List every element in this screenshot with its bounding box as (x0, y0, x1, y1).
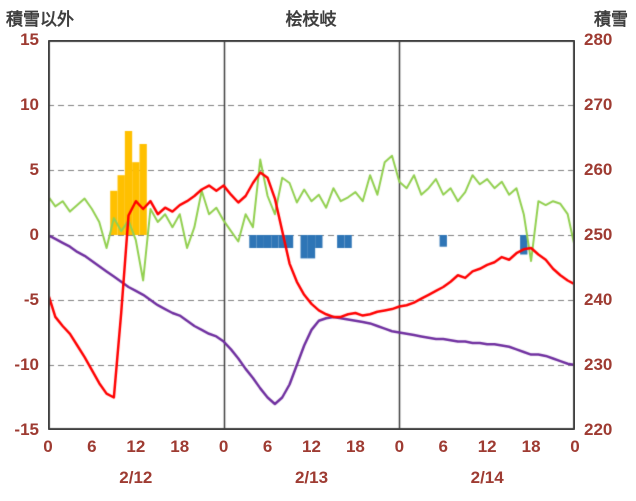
plot-canvas (48, 40, 575, 430)
x-axis-tick-label: 18 (170, 437, 190, 456)
x-axis-tick-label: 0 (218, 437, 229, 456)
x-axis-tick-label: 0 (43, 437, 53, 456)
left-axis-tick-label: 10 (20, 95, 39, 114)
x-axis-tick-label: 18 (345, 437, 365, 456)
x-axis-tick-label: 18 (521, 437, 541, 456)
right-axis-tick-label: 270 (584, 95, 613, 114)
left-axis-tick-label: -5 (23, 290, 39, 309)
right-axis-tick-label: 230 (584, 355, 613, 374)
right-axis-tick-label: 250 (584, 225, 613, 244)
right-axis-tick-label: 260 (584, 160, 613, 179)
right-axis-tick-label: 220 (584, 420, 613, 439)
x-axis-tick-label: 0 (394, 437, 405, 456)
left-axis-tick-label: -15 (14, 420, 39, 439)
right-axis-title: 積雪 (594, 10, 628, 29)
x-axis-tick-label: 6 (438, 437, 448, 456)
x-axis-date-label: 2/12 (119, 468, 153, 487)
right-axis-tick-label: 240 (584, 290, 613, 309)
left-axis-tick-label: 15 (20, 30, 39, 49)
x-axis-tick-label: 6 (262, 437, 273, 456)
x-axis-date-label: 2/13 (294, 468, 329, 487)
left-axis-tick-label: -10 (14, 355, 39, 374)
x-axis-date-label: 2/14 (470, 468, 504, 487)
chart-title: 桧枝岐 (285, 10, 337, 29)
x-axis-tick-label: 12 (302, 437, 321, 456)
x-axis-tick-label: 12 (126, 437, 146, 456)
left-axis-title: 積雪以外 (6, 10, 74, 29)
left-axis-tick-label: 0 (29, 225, 39, 244)
x-axis-tick-label: 6 (87, 437, 97, 456)
x-axis-tick-label: 12 (477, 437, 497, 456)
left-axis-tick-label: 5 (29, 160, 39, 179)
right-axis-tick-label: 280 (584, 30, 613, 49)
x-axis-tick-label: 0 (570, 437, 580, 456)
